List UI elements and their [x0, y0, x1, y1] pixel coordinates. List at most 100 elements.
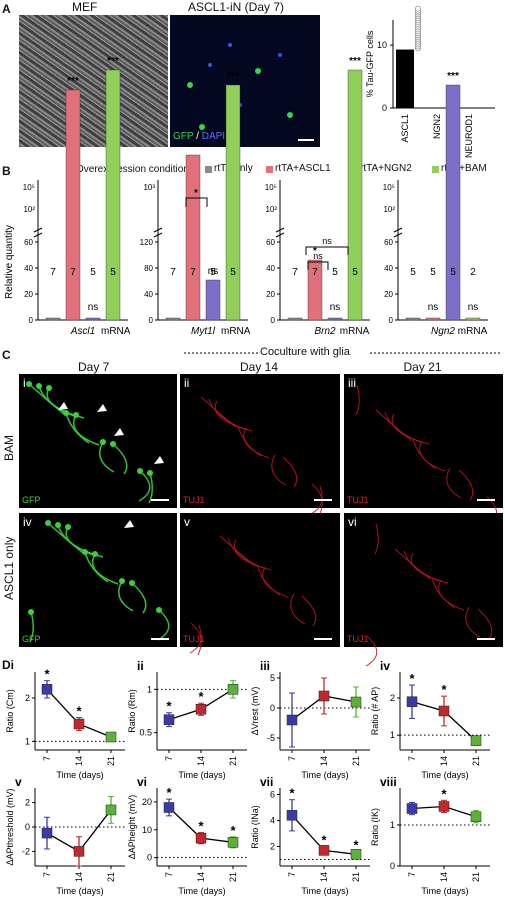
n-label: 5: [90, 267, 96, 278]
cell-body: [28, 609, 34, 615]
neurite: [208, 398, 245, 430]
y-tick-label: 10²: [383, 205, 395, 214]
series-line: [168, 807, 234, 843]
data-point: [195, 832, 207, 844]
stain-label: TUJ1: [183, 495, 205, 505]
x-tick-label: 21: [351, 756, 361, 766]
image-title-mef: MEF: [72, 0, 98, 14]
y-tick-label: 60: [266, 238, 275, 247]
subpanel-label: iv: [23, 515, 32, 529]
subpanel-label: vi: [348, 515, 357, 529]
neurite: [465, 606, 481, 638]
y-tick-label: 40: [266, 264, 275, 273]
neurite: [214, 400, 253, 432]
neurite: [374, 523, 379, 555]
bracket: [305, 246, 349, 255]
n-label: 5: [230, 267, 236, 278]
stain-label: TUJ1: [183, 634, 205, 644]
sig-star: *: [289, 786, 295, 801]
y-tick-label: 0: [29, 316, 34, 325]
x-axis-label: Time (days): [56, 770, 103, 780]
y-tick-label: 0: [270, 703, 275, 713]
y-tick-label: 0: [149, 316, 154, 325]
subpanel-label: i: [23, 376, 26, 390]
data-point: [350, 849, 362, 860]
y-tick-label: 10⁵: [383, 183, 395, 192]
axis-break: [33, 227, 43, 233]
bar: [45, 317, 61, 321]
neurite: [46, 387, 85, 419]
y-tick-label: 0: [25, 822, 30, 832]
bar: [425, 317, 441, 321]
neurite: [384, 411, 421, 443]
x-tick-label: 7: [42, 872, 52, 877]
micrograph: [19, 374, 177, 508]
data-point: [105, 804, 117, 816]
image-title-ascl1: ASCL1-iN (Day 7): [188, 0, 285, 14]
bar-ascl1: [396, 49, 414, 108]
y-tick-label: 40: [24, 264, 33, 273]
subpanel-label: iii: [260, 659, 270, 673]
micrograph: [180, 513, 340, 647]
n-label: 5: [450, 267, 456, 278]
data-point: [414, 37, 421, 44]
data-point: [414, 16, 421, 23]
data-point: [41, 827, 53, 839]
neurite: [438, 579, 465, 611]
y-tick-label: 10³: [143, 183, 155, 192]
y-tick-label: 0.5: [139, 728, 152, 738]
bar: [287, 317, 303, 321]
data-point: [406, 803, 418, 814]
y-tick-label: -2: [22, 846, 30, 856]
neurite: [410, 552, 449, 584]
x-axis-label: Time (days): [56, 886, 103, 896]
sig-star: *: [44, 667, 50, 682]
cell-body: [65, 524, 71, 530]
y-axis-label: ΔVrest (mV): [250, 687, 260, 736]
x-tick-label: 14: [196, 872, 206, 882]
neurite: [65, 526, 104, 558]
cell-body: [36, 383, 42, 389]
series-line: [291, 814, 357, 855]
neurite: [403, 550, 440, 582]
data-point: [227, 837, 239, 848]
y-tick-label: 10: [377, 40, 387, 50]
data-point: [406, 696, 418, 707]
stain-label: TUJ1: [347, 634, 369, 644]
y-tick-label: 1: [147, 684, 152, 694]
day-label: Day 7: [78, 360, 110, 374]
sig-label: ns: [88, 302, 99, 313]
sig-label: *: [313, 246, 317, 257]
data-point: [73, 846, 85, 857]
neurite: [458, 469, 474, 501]
data-point: [286, 714, 298, 726]
n-label: 7: [50, 267, 56, 278]
sig-star: *: [166, 699, 172, 714]
neurite: [290, 593, 306, 625]
neurite: [138, 470, 151, 502]
data-point: [414, 5, 421, 12]
bracket: [185, 197, 208, 207]
bar: [85, 317, 101, 321]
cell-body: [129, 580, 135, 586]
x-tick-label: 14: [74, 872, 84, 882]
x-tick-label: 21: [106, 872, 116, 882]
y-tick-label: 20: [142, 797, 152, 807]
sig-label: ns: [208, 266, 219, 277]
neurite: [485, 496, 498, 528]
data-point: [318, 845, 330, 856]
sig-star: *: [230, 823, 236, 838]
day-label: Day 21: [403, 360, 442, 374]
x-axis-label: Time (days): [301, 770, 348, 780]
series-line: [168, 688, 234, 721]
y-tick-label: 60: [24, 238, 33, 247]
y-tick-label: 10⁵: [265, 183, 277, 192]
y-tick-label: 20: [384, 290, 393, 299]
x-axis-label: Time (days): [421, 886, 468, 896]
mef-phase-image: [19, 15, 168, 147]
sig-star: *: [166, 785, 172, 800]
data-point: [414, 18, 421, 25]
x-tick-label: 14: [439, 756, 449, 766]
x-tick-label: 21: [228, 872, 238, 882]
n-label: 7: [312, 267, 318, 278]
